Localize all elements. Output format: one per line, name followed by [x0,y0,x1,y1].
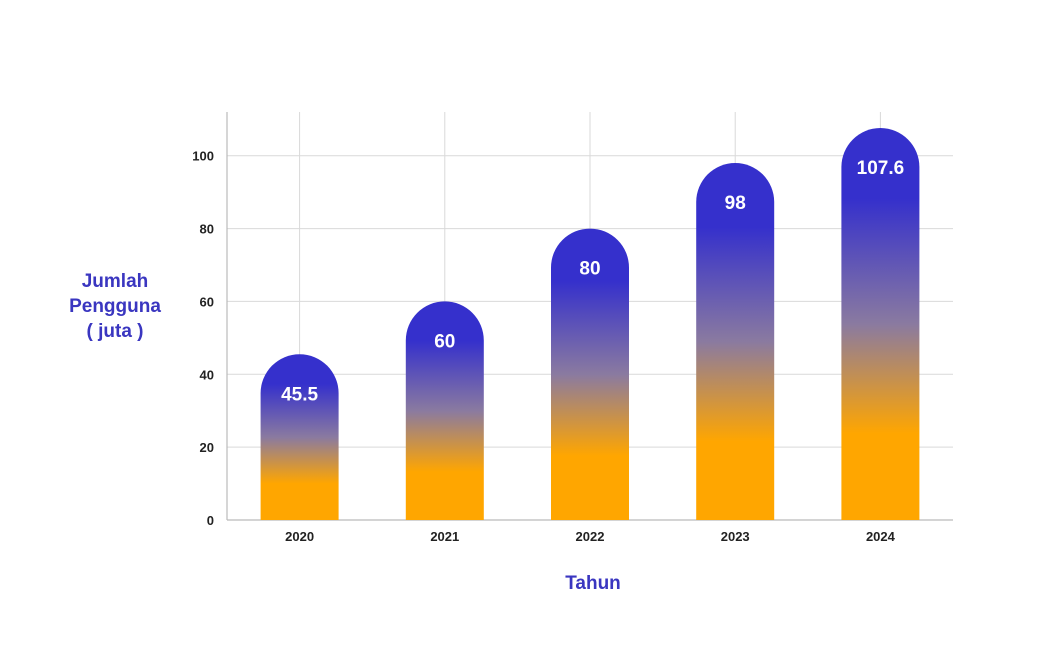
y-tick-label: 40 [200,367,214,382]
bar-value-label: 80 [579,259,600,280]
grid-layer [226,112,953,521]
y-axis-title-line: Pengguna [69,296,161,317]
y-axis-title-line: Jumlah [82,271,149,292]
x-axis-title: Tahun [565,573,621,594]
bar-layer [260,128,920,521]
label-layer: 0 20 40 60 80 100 45.5 2020 60 2021 80 2022 98 2023 10… [192,149,904,544]
bar-value-label: 98 [725,193,746,214]
bar-value-label: 107.6 [857,158,905,179]
x-tick-label: 2024 [866,529,896,544]
bar-value-label: 45.5 [281,384,318,405]
bar-2024 [841,128,920,521]
x-tick-label: 2023 [721,529,750,544]
y-tick-label: 80 [200,222,214,237]
y-axis-title-line: ( juta ) [87,321,144,342]
y-axis-title: Jumlah Pengguna ( juta ) [69,271,161,342]
y-tick-label: 60 [200,294,214,309]
bar-2021 [405,301,484,520]
x-tick-label: 2021 [430,529,459,544]
y-tick-label: 0 [207,513,214,528]
y-tick-label: 100 [192,149,214,164]
bar-2022 [551,228,629,520]
bar-2020 [260,354,339,520]
x-tick-label: 2022 [576,529,605,544]
bar-2023 [696,163,775,520]
bar-value-label: 60 [434,331,455,352]
y-tick-label: 20 [200,440,214,455]
x-tick-label: 2020 [285,529,314,544]
axis-titles: Tahun Jumlah Pengguna ( juta ) [69,271,621,594]
